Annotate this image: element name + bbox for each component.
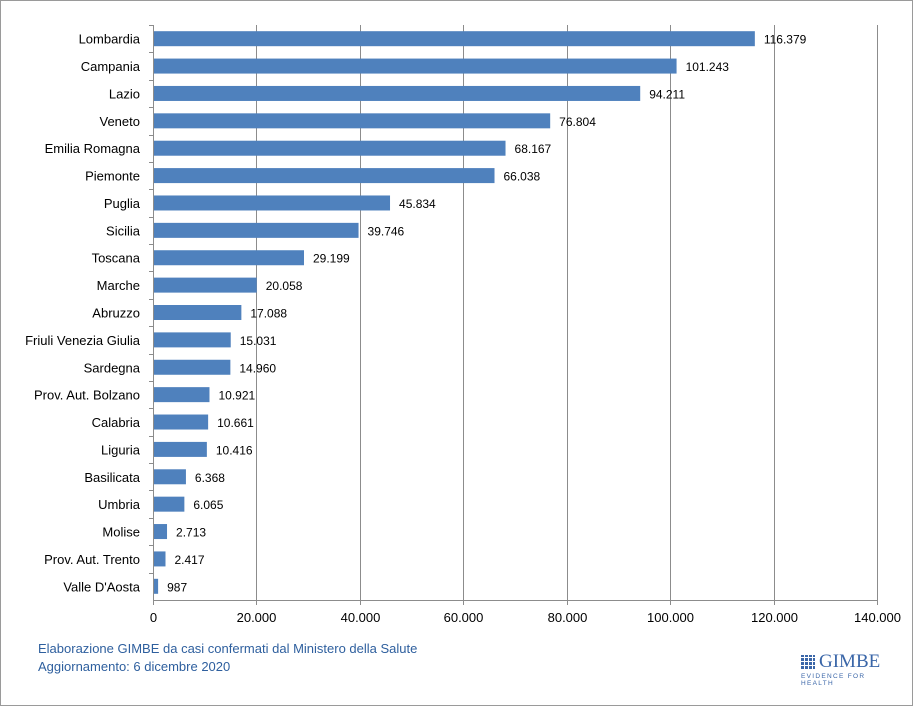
gimbe-grid-icon [801, 655, 815, 669]
category-label: Lazio [109, 86, 140, 101]
data-label: 39.746 [368, 224, 405, 238]
category-label: Umbria [98, 497, 141, 512]
category-label: Basilicata [84, 470, 140, 485]
data-label: 45.834 [399, 197, 436, 211]
bar [154, 578, 159, 594]
category-label: Piemonte [85, 169, 140, 184]
bar [154, 496, 185, 512]
bar [154, 387, 210, 403]
data-label: 2.713 [176, 526, 206, 540]
data-label: 94.211 [649, 87, 685, 101]
category-label: Abruzzo [92, 306, 140, 321]
logo-tagline: EVIDENCE FOR HEALTH [801, 673, 866, 687]
category-label: Calabria [92, 415, 141, 430]
bar [154, 359, 231, 375]
category-label: Toscana [92, 251, 141, 266]
bar [154, 469, 186, 485]
category-label: Sardegna [84, 360, 141, 375]
bar [154, 332, 231, 348]
bar [154, 524, 168, 540]
bar [154, 441, 207, 457]
category-label: Liguria [101, 442, 141, 457]
data-label: 987 [167, 580, 187, 594]
data-label: 66.038 [504, 170, 541, 184]
data-label: 10.416 [216, 443, 253, 457]
bar [154, 140, 506, 156]
data-label: 20.058 [266, 279, 303, 293]
bar-chart: 0 20.000 40.000 60.000 80.000 100.000 120.000 1… [25, 25, 901, 625]
bar [154, 250, 305, 266]
data-label: 29.199 [313, 252, 350, 266]
x-tick-label: 140.000 [854, 610, 901, 625]
category-label: Puglia [104, 196, 141, 211]
category-label: Campania [81, 59, 141, 74]
category-label: Prov. Aut. Bolzano [34, 388, 140, 403]
bar [154, 113, 551, 129]
category-label: Valle D'Aosta [63, 579, 140, 594]
x-tick-label: 0 [150, 610, 157, 625]
x-tick-label: 100.000 [647, 610, 694, 625]
data-label: 2.417 [174, 553, 204, 567]
bar [154, 168, 495, 184]
data-label: 6.368 [195, 471, 225, 485]
category-label: Molise [102, 525, 140, 540]
category-label: Sicilia [106, 223, 141, 238]
bar [154, 305, 242, 320]
gimbe-logo: GIMBE EVIDENCE FOR HEALTH [801, 651, 891, 687]
category-label: Marche [97, 278, 140, 293]
data-label: 6.065 [193, 498, 223, 512]
data-label: 15.031 [240, 334, 277, 348]
bar [154, 222, 359, 238]
data-label: 101.243 [686, 60, 730, 74]
footnote-update: Aggiornamento: 6 dicembre 2020 [38, 659, 231, 674]
x-tick-label: 80.000 [548, 610, 588, 625]
data-label: 10.921 [218, 389, 255, 403]
data-label: 68.167 [515, 142, 552, 156]
category-label: Emilia Romagna [45, 141, 141, 156]
logo-name: GIMBE [819, 651, 881, 672]
bar [154, 58, 677, 74]
bar [154, 414, 209, 430]
bar [154, 85, 641, 101]
bar [154, 31, 755, 47]
bar [154, 551, 166, 567]
footnote-source: Elaborazione GIMBE da casi confermati da… [38, 641, 418, 656]
bar [154, 195, 391, 211]
bar [154, 277, 257, 293]
category-label: Veneto [100, 114, 141, 129]
data-label: 14.960 [239, 361, 276, 375]
category-label: Friuli Venezia Giulia [25, 333, 141, 348]
x-tick-label: 20.000 [237, 610, 277, 625]
data-label: 76.804 [559, 115, 596, 129]
x-tick-label: 120.000 [751, 610, 798, 625]
category-label: Lombardia [79, 32, 141, 47]
category-label: Prov. Aut. Trento [44, 552, 140, 567]
x-tick-label: 60.000 [444, 610, 484, 625]
x-tick-label: 40.000 [341, 610, 381, 625]
data-label: 10.661 [217, 416, 254, 430]
data-label: 17.088 [250, 307, 287, 321]
data-label: 116.379 [764, 33, 807, 47]
